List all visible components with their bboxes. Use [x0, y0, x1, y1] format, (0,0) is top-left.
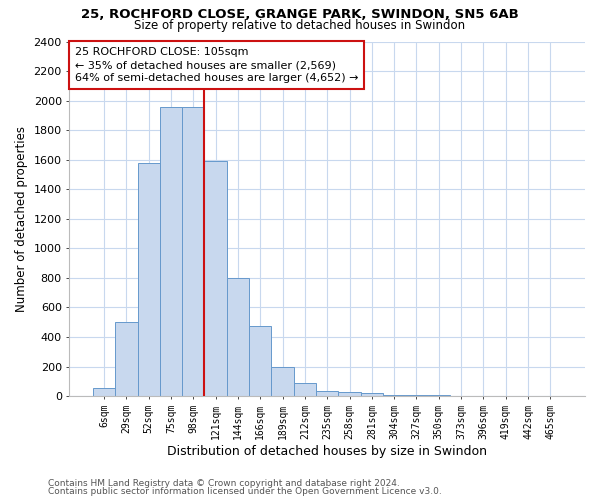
Bar	[137, 162, 160, 396]
Text: 25, ROCHFORD CLOSE, GRANGE PARK, SWINDON, SN5 6AB: 25, ROCHFORD CLOSE, GRANGE PARK, SWINDON…	[81, 8, 519, 20]
X-axis label: Distribution of detached houses by size in Swindon: Distribution of detached houses by size …	[167, 444, 487, 458]
Bar	[182, 106, 205, 396]
Y-axis label: Number of detached properties: Number of detached properties	[15, 126, 28, 312]
Bar	[205, 161, 227, 396]
Bar	[361, 393, 383, 396]
Bar	[249, 326, 271, 396]
Bar	[93, 388, 115, 396]
Bar	[294, 383, 316, 396]
Text: Size of property relative to detached houses in Swindon: Size of property relative to detached ho…	[134, 18, 466, 32]
Bar	[160, 106, 182, 396]
Bar	[338, 392, 361, 396]
Text: 25 ROCHFORD CLOSE: 105sqm
← 35% of detached houses are smaller (2,569)
64% of se: 25 ROCHFORD CLOSE: 105sqm ← 35% of detac…	[74, 47, 358, 83]
Bar	[316, 391, 338, 396]
Bar	[227, 278, 249, 396]
Text: Contains HM Land Registry data © Crown copyright and database right 2024.: Contains HM Land Registry data © Crown c…	[48, 478, 400, 488]
Text: Contains public sector information licensed under the Open Government Licence v3: Contains public sector information licen…	[48, 487, 442, 496]
Bar	[271, 367, 294, 396]
Bar	[115, 322, 137, 396]
